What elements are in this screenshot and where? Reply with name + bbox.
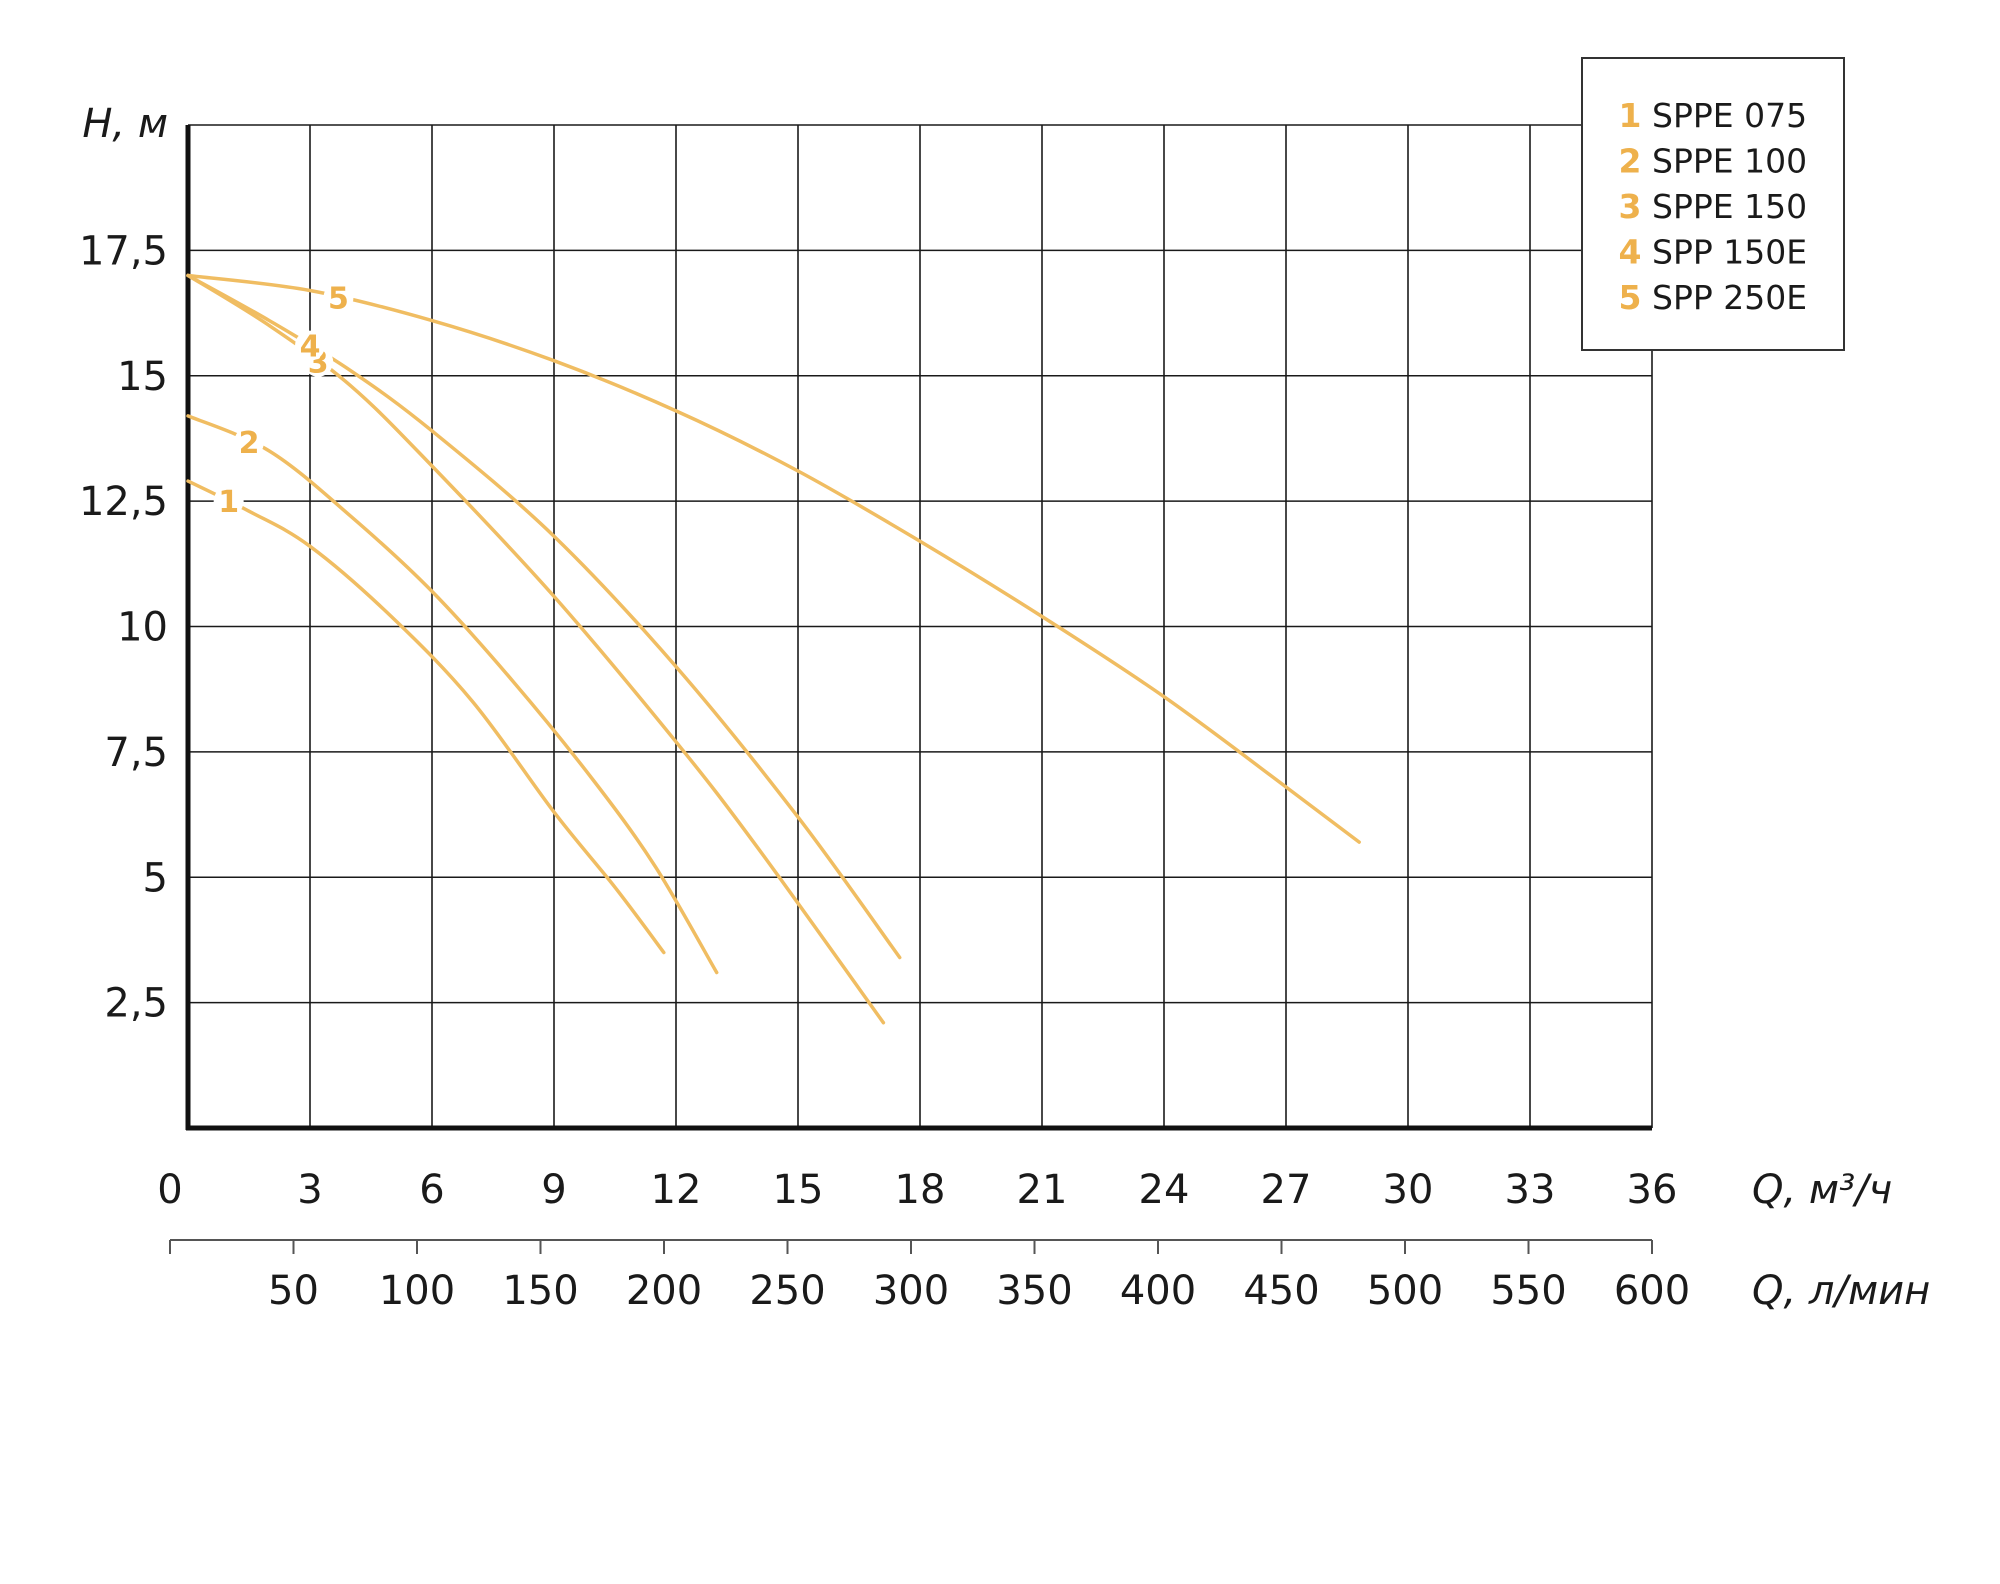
legend-number: 2 [1619,142,1642,181]
x2-tick-label: 100 [379,1268,455,1314]
x-tick-label: 36 [1627,1167,1678,1213]
legend-entry: SPPE 100 [1652,142,1807,181]
x-tick-label: 33 [1505,1167,1556,1213]
x-tick-label: 3 [297,1167,322,1213]
legend-number: 4 [1619,233,1642,272]
x2-tick-label: 50 [268,1268,319,1314]
x-tick-label: 6 [419,1167,444,1213]
y-tick-label: 15 [117,354,168,400]
series-curve-4 [186,273,902,960]
legend-box [1581,57,1845,351]
curve-label-2: 2 [239,426,260,461]
x2-tick-label: 450 [1243,1268,1319,1314]
x-axis-label: Q, м³/ч [1752,1167,1892,1213]
curve-label-4: 4 [300,330,321,365]
series-curve-5 [186,273,1361,844]
y-tick-label: 7,5 [104,730,168,776]
x-tick-label: 12 [651,1167,702,1213]
x-tick-label: 15 [773,1167,824,1213]
y-tick-label: 17,5 [79,228,168,274]
legend-number: 1 [1619,96,1642,135]
legend-entry: SPP 150E [1652,233,1807,272]
x2-tick-label: 600 [1614,1268,1690,1314]
x2-tick-label: 250 [749,1268,825,1314]
legend-entry: SPPE 075 [1652,96,1807,135]
series-curve-1 [186,479,666,955]
legend-entry: SPPE 150 [1652,187,1807,226]
y-tick-label: 5 [143,855,168,901]
x2-tick-label: 350 [996,1268,1072,1314]
x-tick-label: 21 [1017,1167,1068,1213]
x2-axis-label: Q, л/мин [1752,1268,1930,1314]
curve-label-5: 5 [328,282,349,317]
curve-label-bg [323,282,354,313]
x-tick-label: 0 [157,1167,182,1213]
series-curve-3 [186,273,886,1025]
x-tick-label: 30 [1383,1167,1434,1213]
legend-entry: SPP 250E [1652,278,1807,317]
y-axis-label: H, м [82,101,168,147]
axes [169,125,1653,1254]
series-curve-2 [186,414,719,975]
curve-label-1: 1 [218,485,239,520]
x2-tick-label: 200 [626,1268,702,1314]
legend-number: 3 [1619,187,1642,226]
curve-label-bg [234,427,264,458]
legend: 1 SPPE 075 2 SPPE 100 3 SPPE 150 4 SPP 150E 5 SPP… [1581,57,1845,351]
series-curves [186,273,1361,1025]
legend-number: 5 [1619,278,1642,317]
curve-label-bg [295,330,325,361]
y-tick-label: 10 [117,605,168,651]
x2-tick-label: 550 [1490,1268,1566,1314]
x2-tick-label: 500 [1367,1268,1443,1314]
grid-lines [188,124,1653,1128]
y-tick-label: 2,5 [104,981,168,1027]
x-tick-label: 24 [1139,1167,1190,1213]
x2-tick-label: 400 [1120,1268,1196,1314]
x2-tick-label: 300 [873,1268,949,1314]
curve-label-bg [213,486,244,517]
x-tick-label: 18 [895,1167,946,1213]
y-tick-label: 12,5 [79,479,168,525]
x-tick-label: 9 [541,1167,566,1213]
x-tick-label: 27 [1261,1167,1312,1213]
x2-tick-label: 150 [502,1268,578,1314]
